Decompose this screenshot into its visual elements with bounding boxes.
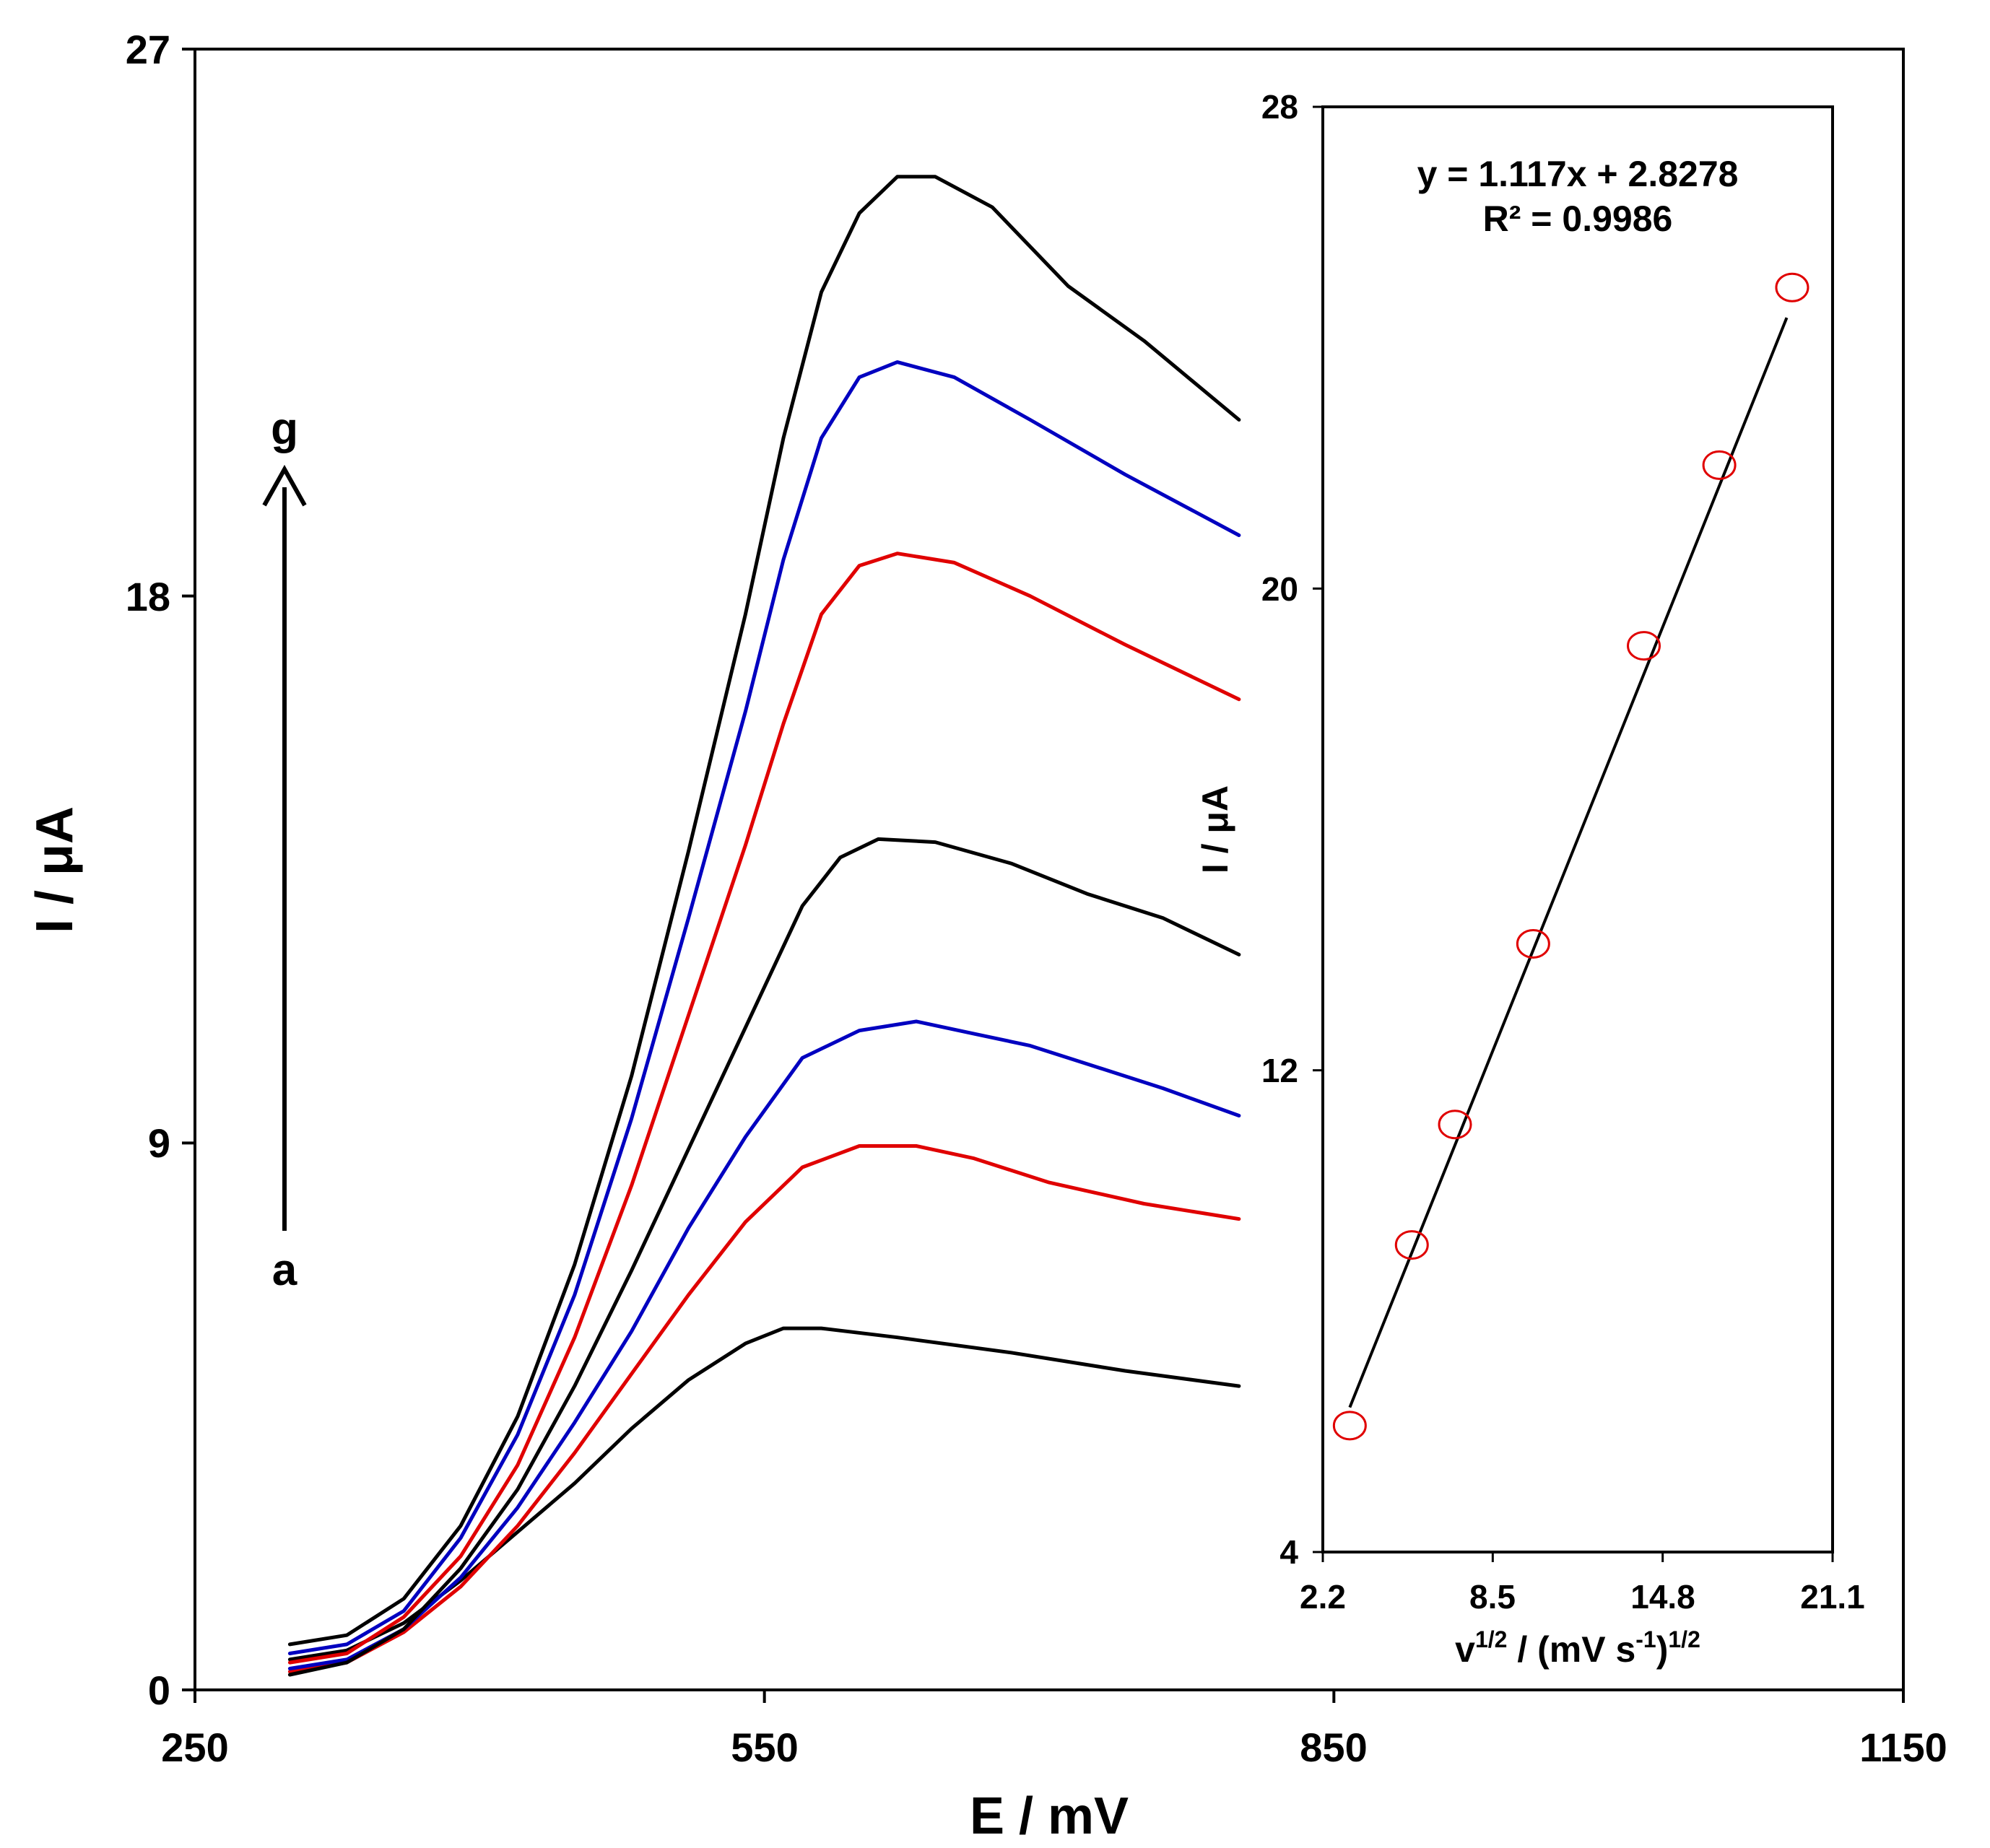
inset-y-tick-label: 4 [1279, 1533, 1298, 1571]
arrow-start-label: a [272, 1245, 297, 1295]
x-tick-label: 250 [161, 1725, 228, 1770]
main-axis-ticks [182, 48, 1905, 1703]
inset-y-tick-label: 28 [1261, 88, 1298, 126]
x-axis-title: E / mV [970, 1787, 1129, 1845]
y-tick-label: 18 [126, 574, 170, 619]
r-squared-label: R² = 0.9986 [1483, 199, 1673, 239]
y-tick-label: 9 [148, 1120, 170, 1166]
inset-plot-frame [1321, 105, 1834, 1553]
regression-equation: y = 1.117x + 2.8278 [1417, 154, 1739, 194]
inset-axis-ticks [1313, 105, 1834, 1562]
inset-y-tick-label: 12 [1261, 1052, 1298, 1089]
inset-x-tick-label: 8.5 [1469, 1578, 1516, 1616]
data-point [1394, 1230, 1429, 1260]
arrow-end-label: g [271, 404, 298, 454]
y-tick-label: 27 [126, 27, 170, 72]
y-axis-title: I / μA [26, 806, 84, 933]
series-line-2 [287, 1144, 1241, 1674]
y-tick-label: 0 [148, 1668, 170, 1713]
main-voltammogram-chart: 250 550 850 1150 0 9 18 27 E / mV I / μA… [26, 27, 1947, 1845]
x-tick-label: 550 [731, 1725, 798, 1770]
series-line-3 [287, 1019, 1241, 1670]
series-line-7 [287, 175, 1241, 1647]
x-tick-label: 850 [1300, 1725, 1367, 1770]
data-point [1702, 450, 1737, 480]
inset-x-tick-label: 21.1 [1800, 1578, 1865, 1616]
x-tick-label: 1150 [1859, 1725, 1947, 1770]
inset-linear-fit-chart: 2.2 8.5 14.8 21.1 4 12 20 28 v1/2 / (mV … [1195, 88, 1865, 1670]
data-point [1438, 1110, 1472, 1140]
series-line-5 [287, 552, 1241, 1665]
inset-x-axis-title: v1/2 / (mV s-1)1/2 [1455, 1626, 1700, 1670]
data-point [1332, 1411, 1367, 1441]
series-line-4 [287, 837, 1241, 1677]
inset-trendline [1348, 317, 1789, 1408]
data-point [1516, 928, 1550, 959]
data-point [1775, 272, 1809, 302]
main-plot-frame [194, 48, 1905, 1691]
series-line-6 [287, 360, 1241, 1655]
data-point [1627, 631, 1661, 661]
inset-y-axis-title: I / μA [1195, 785, 1235, 873]
inset-x-tick-label: 2.2 [1300, 1578, 1346, 1616]
main-series-group [287, 175, 1241, 1677]
inset-points-group [1332, 272, 1809, 1441]
trend-arrow-head [262, 464, 307, 507]
inset-y-tick-label: 20 [1261, 570, 1298, 608]
inset-x-tick-label: 14.8 [1630, 1578, 1695, 1616]
